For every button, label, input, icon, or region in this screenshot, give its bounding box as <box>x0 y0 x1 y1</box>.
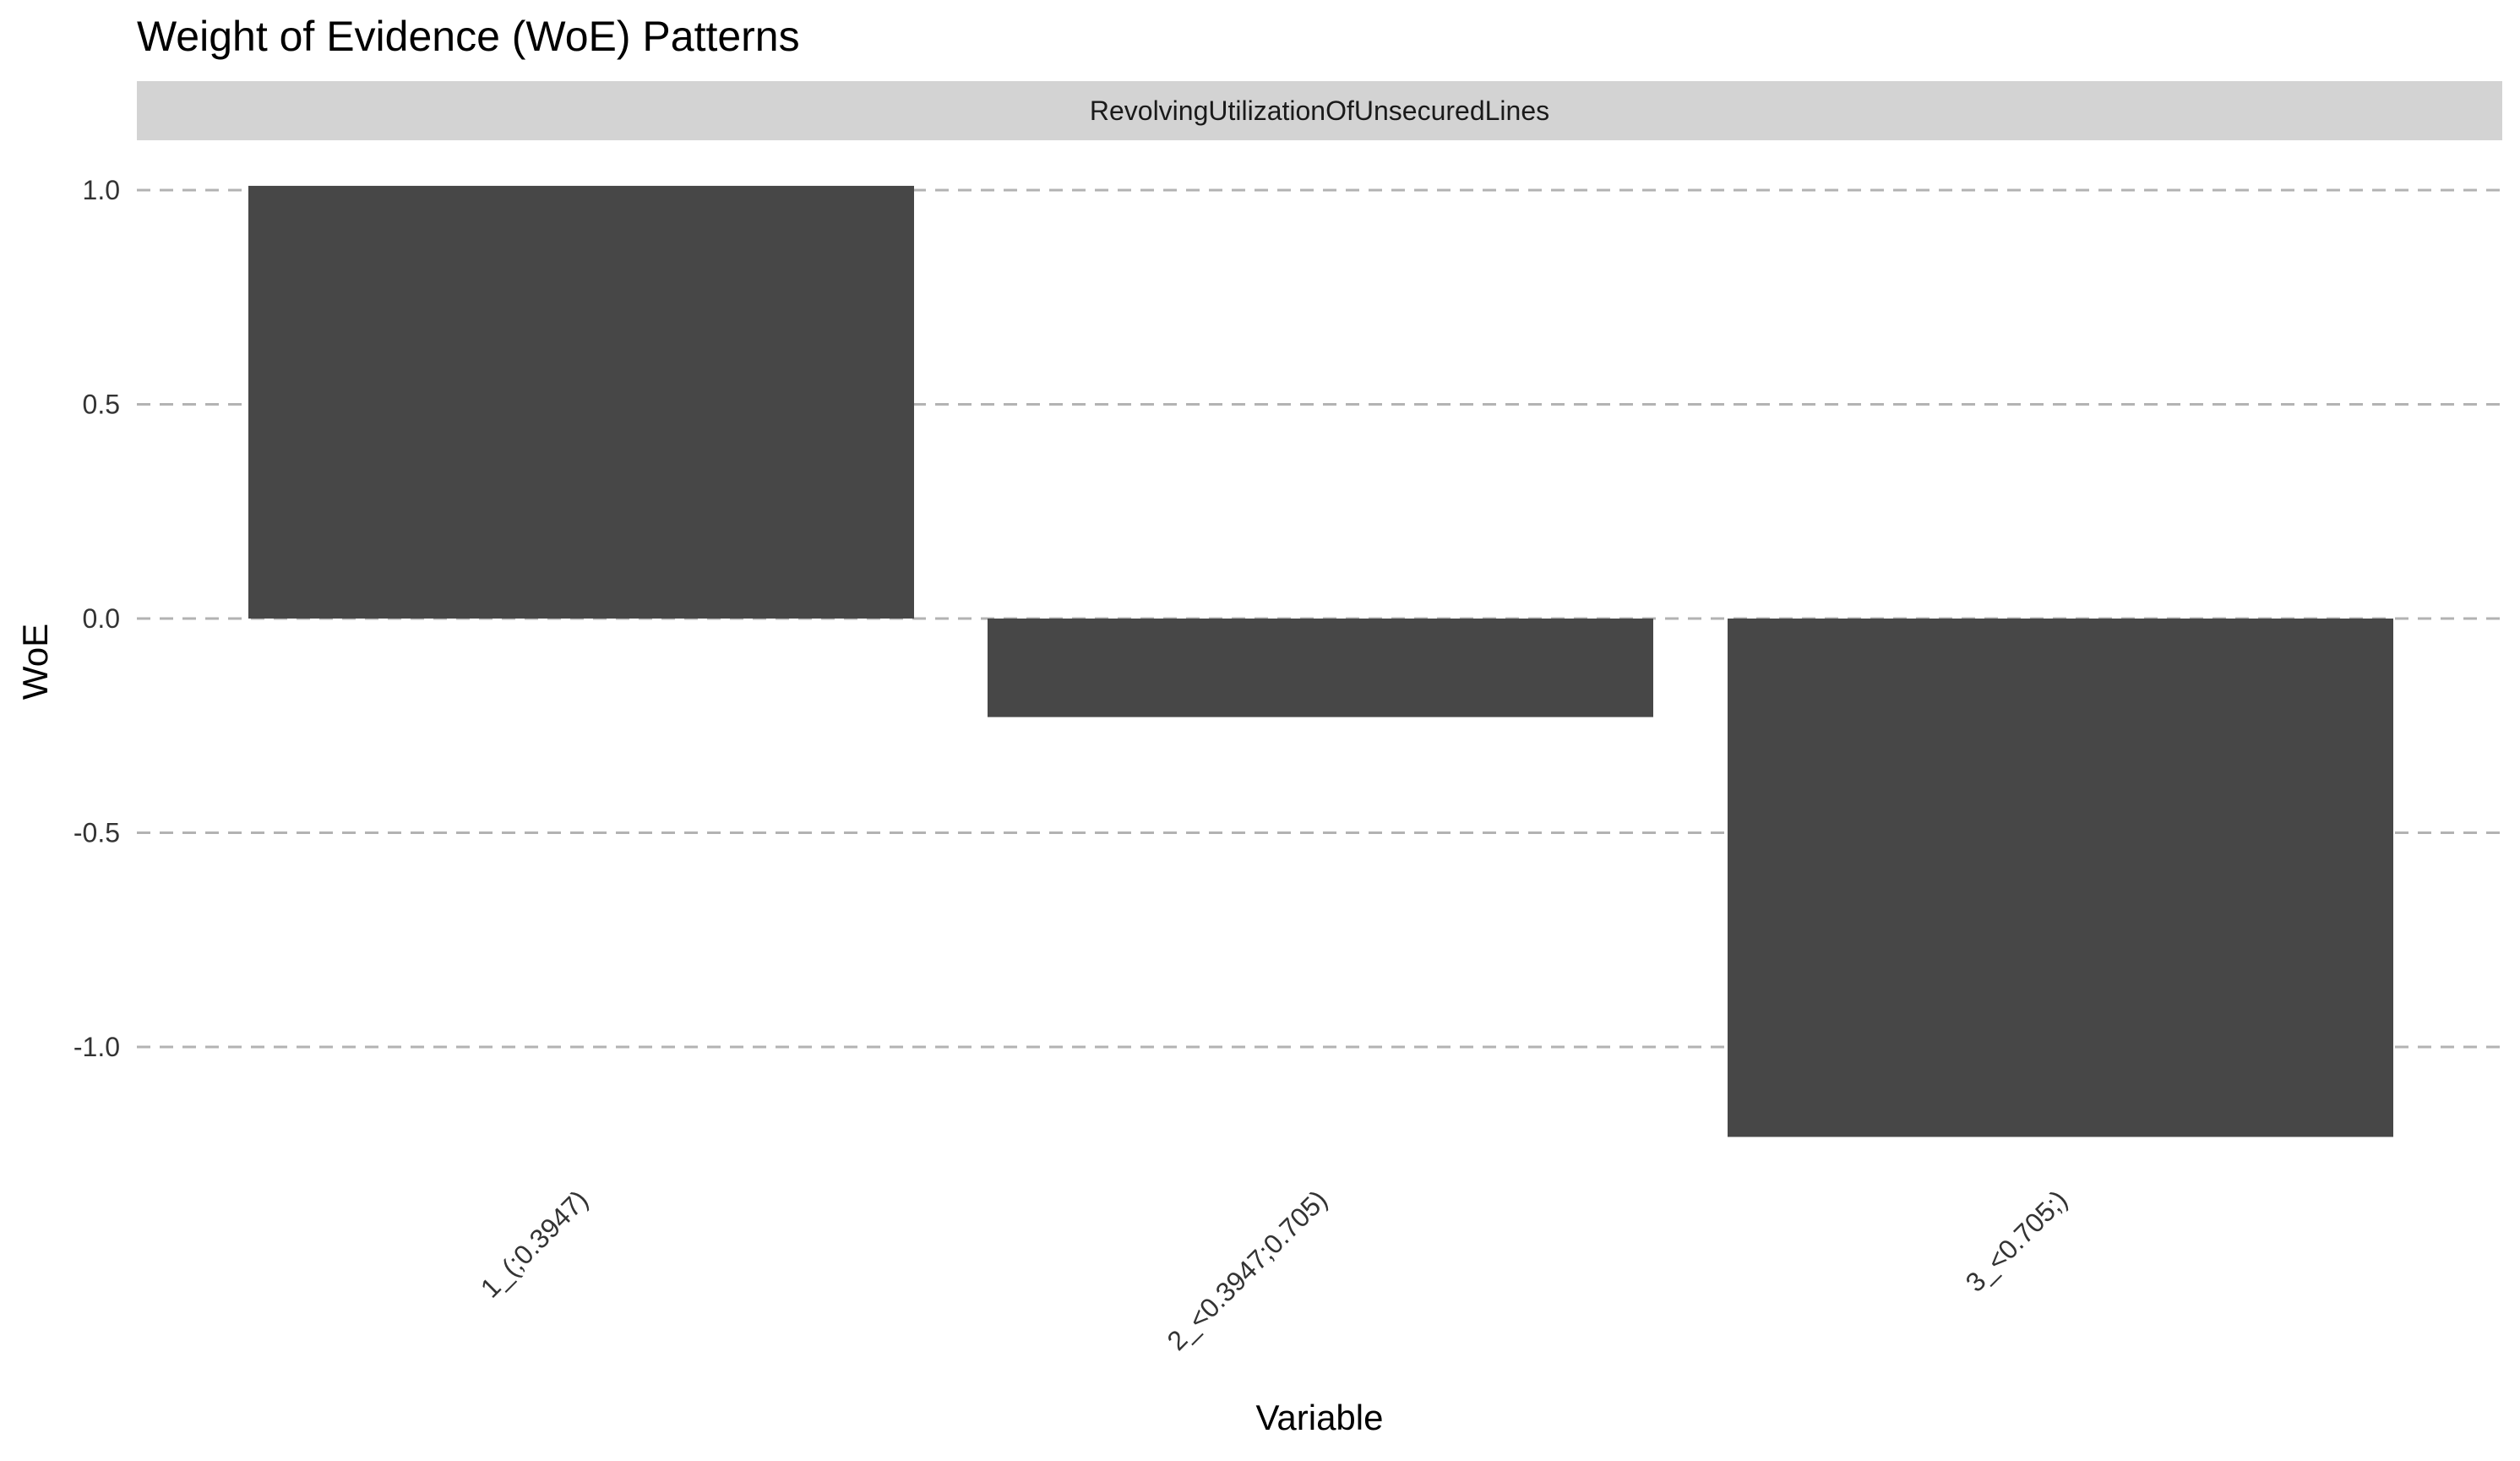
x-tick-label: 1_(;0.3947) <box>475 1184 594 1303</box>
x-tick-label: 2_<0.3947;0.705) <box>1161 1184 1332 1355</box>
y-tick-label: 1.0 <box>83 175 120 205</box>
y-tick-label: 0.0 <box>83 603 120 634</box>
y-tick-label: -0.5 <box>73 818 120 848</box>
bar <box>988 619 1653 717</box>
facet-label: RevolvingUtilizationOfUnsecuredLines <box>1090 95 1549 126</box>
facet-strip <box>137 81 2502 140</box>
y-tick-label: -1.0 <box>73 1032 120 1062</box>
bars <box>248 185 2393 1137</box>
chart-title: Weight of Evidence (WoE) Patterns <box>137 13 800 60</box>
bar <box>1728 619 2393 1137</box>
y-axis-title: WoE <box>15 624 55 700</box>
x-tick-label: 3_<0.705;) <box>1960 1184 2073 1297</box>
x-axis-title: Variable <box>1256 1398 1384 1437</box>
x-tick-labels: 1_(;0.3947) 2_<0.3947;0.705) 3_<0.705;) <box>475 1184 2073 1355</box>
bar <box>248 185 914 619</box>
y-tick-label: 0.5 <box>83 390 120 420</box>
y-tick-labels: 1.0 0.5 0.0 -0.5 -1.0 <box>73 175 120 1062</box>
